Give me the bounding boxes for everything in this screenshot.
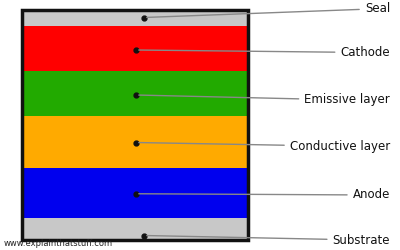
Text: Emissive layer: Emissive layer: [139, 94, 390, 106]
Bar: [22, 168, 248, 218]
Bar: [22, 218, 248, 240]
Bar: [22, 10, 248, 26]
Text: Substrate: Substrate: [147, 234, 390, 246]
Text: Conductive layer: Conductive layer: [139, 140, 390, 153]
Text: Seal: Seal: [147, 2, 390, 18]
Bar: [22, 10, 248, 240]
Text: www.explainthatstuff.com: www.explainthatstuff.com: [4, 238, 113, 248]
Bar: [22, 116, 248, 168]
Bar: [22, 10, 248, 240]
Text: Anode: Anode: [139, 188, 390, 202]
Bar: [22, 26, 248, 71]
Text: Cathode: Cathode: [139, 46, 390, 59]
Bar: [22, 71, 248, 116]
